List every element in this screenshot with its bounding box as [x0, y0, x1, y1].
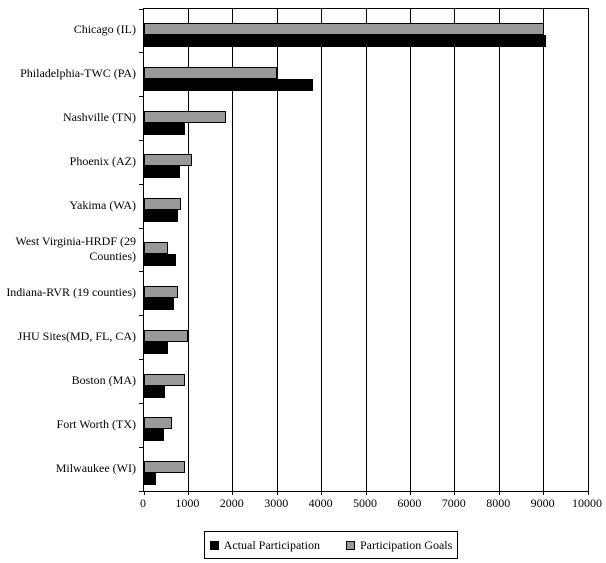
category-label: Fort Worth (TX)	[56, 416, 136, 431]
gridline	[454, 9, 456, 491]
x-axis-tick	[409, 491, 411, 495]
category-label: JHU Sites(MD, FL, CA)	[17, 329, 136, 344]
y-axis-tick	[139, 359, 143, 361]
legend-swatch-participation-goals-icon	[345, 540, 355, 550]
y-axis-tick	[139, 271, 143, 273]
legend-item-actual-participation: Actual Participation	[209, 537, 320, 553]
category-label: Nashville (TN)	[63, 110, 136, 125]
bar-participation-goals	[144, 198, 181, 211]
legend-label-participation-goals: Participation Goals	[359, 537, 453, 552]
bar-participation-goals	[144, 285, 179, 298]
x-axis-tick	[232, 491, 234, 495]
y-axis-tick	[139, 8, 143, 10]
y-axis-tick	[139, 402, 143, 404]
x-axis-tick	[587, 491, 589, 495]
bar-participation-goals	[144, 154, 192, 167]
y-axis-tick	[139, 227, 143, 229]
x-axis-tick	[543, 491, 545, 495]
x-axis-tick	[498, 491, 500, 495]
y-axis-tick	[139, 446, 143, 448]
category-label: Chicago (IL)	[73, 22, 136, 37]
x-tick-label: 6000	[397, 496, 422, 510]
bar-participation-goals	[144, 110, 227, 123]
bar-participation-goals	[144, 66, 278, 79]
category-labels: Chicago (IL) Philadelphia-TWC (PA) Nashvil…	[0, 8, 138, 490]
bar-actual-participation	[144, 210, 179, 223]
x-axis-tick	[365, 491, 367, 495]
x-axis-tick	[276, 491, 278, 495]
y-axis-tick	[139, 52, 143, 54]
gridline	[498, 9, 500, 491]
x-tick-label: 10000	[572, 496, 602, 510]
bar-actual-participation	[144, 429, 164, 442]
gridline	[187, 9, 189, 491]
x-tick-label: 9000	[530, 496, 555, 510]
bar-participation-goals	[144, 373, 186, 386]
gridline	[232, 9, 234, 491]
bar-actual-participation	[144, 385, 166, 398]
x-tick-label: 5000	[353, 496, 377, 510]
bar-actual-participation	[144, 473, 157, 486]
bar-actual-participation	[144, 166, 180, 179]
x-tick-label: 1000	[175, 496, 200, 510]
bar-participation-goals	[144, 23, 544, 35]
bar-participation-goals	[144, 461, 186, 474]
x-tick-label: 8000	[486, 496, 511, 510]
x-axis-labels: 0 1000 2000 3000 4000 5000 6000 7000 8000 9000 100…	[0, 496, 606, 512]
bar-actual-participation	[144, 254, 177, 267]
bar-actual-participation	[144, 341, 169, 354]
plot-area	[139, 8, 589, 495]
x-axis-tick	[454, 491, 456, 495]
x-tick-label: 4000	[308, 496, 333, 510]
x-axis-tick	[187, 491, 189, 495]
bar-participation-goals	[144, 329, 189, 342]
bar-participation-goals	[144, 417, 172, 430]
y-axis-tick	[139, 315, 143, 317]
gridline	[543, 9, 545, 491]
category-label: Indiana-RVR (19 counties)	[6, 285, 136, 300]
category-label: Boston (MA)	[71, 372, 136, 387]
y-axis-tick	[139, 490, 143, 492]
x-tick-label: 0	[140, 496, 146, 510]
category-label: Philadelphia-TWC (PA)	[20, 66, 136, 81]
gridline	[365, 9, 367, 491]
legend-label-actual-participation: Actual Participation	[223, 537, 320, 552]
legend-item-participation-goals: Participation Goals	[345, 537, 453, 553]
category-label: Yakima (WA)	[69, 197, 136, 212]
category-label: Phoenix (AZ)	[69, 153, 136, 168]
gridline	[276, 9, 278, 491]
category-label: Milwaukee (WI)	[55, 460, 136, 475]
legend: Actual Participation Participation Goals	[204, 531, 458, 559]
bar-actual-participation	[144, 78, 313, 91]
x-axis-tick	[143, 491, 145, 495]
y-axis-tick	[139, 139, 143, 141]
bar-participation-goals	[144, 242, 169, 255]
y-axis-tick	[139, 183, 143, 185]
category-label: West Virginia-HRDF (29 Counties)	[15, 233, 136, 263]
x-tick-label: 7000	[441, 496, 466, 510]
gridline	[409, 9, 411, 491]
x-axis-tick	[321, 491, 323, 495]
bar-actual-participation	[144, 297, 174, 310]
x-tick-label: 3000	[264, 496, 289, 510]
y-axis-tick	[139, 96, 143, 98]
bar-actual-participation	[144, 35, 546, 47]
bar-actual-participation	[144, 122, 186, 135]
x-tick-label: 2000	[219, 496, 244, 510]
gridline	[321, 9, 323, 491]
legend-swatch-actual-participation-icon	[209, 540, 219, 550]
